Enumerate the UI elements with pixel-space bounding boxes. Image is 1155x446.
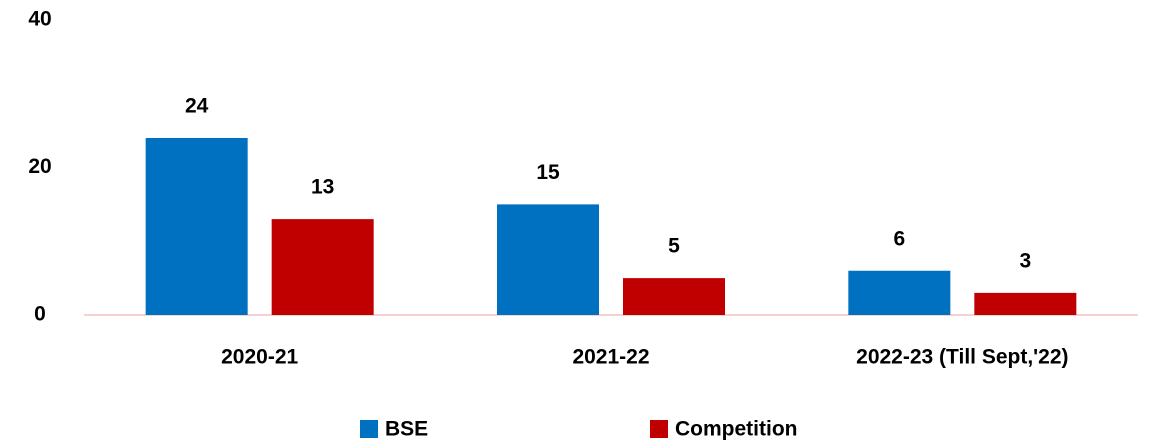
y-tick-label: 0 (34, 303, 46, 326)
x-tick-label: 2021-22 (572, 346, 649, 369)
data-label: 5 (668, 235, 680, 258)
data-label: 15 (536, 161, 560, 184)
y-tick-label: 40 (28, 8, 51, 31)
legend-label: BSE (385, 418, 428, 441)
legend-swatch (360, 420, 378, 438)
data-label: 6 (893, 227, 905, 250)
x-tick-label: 2022-23 (Till Sept,'22) (856, 346, 1068, 369)
data-label: 3 (1019, 249, 1031, 272)
y-tick-label: 20 (28, 155, 51, 178)
data-label: 13 (311, 176, 334, 199)
legend-label: Competition (675, 418, 797, 441)
legend-swatch (650, 420, 668, 438)
bar (848, 270, 951, 315)
data-label: 24 (185, 95, 209, 118)
bar (145, 138, 248, 315)
bar (623, 278, 725, 315)
bar (974, 292, 1077, 315)
bar (271, 219, 374, 315)
bar (497, 204, 599, 315)
x-tick-label: 2020-21 (221, 346, 298, 369)
